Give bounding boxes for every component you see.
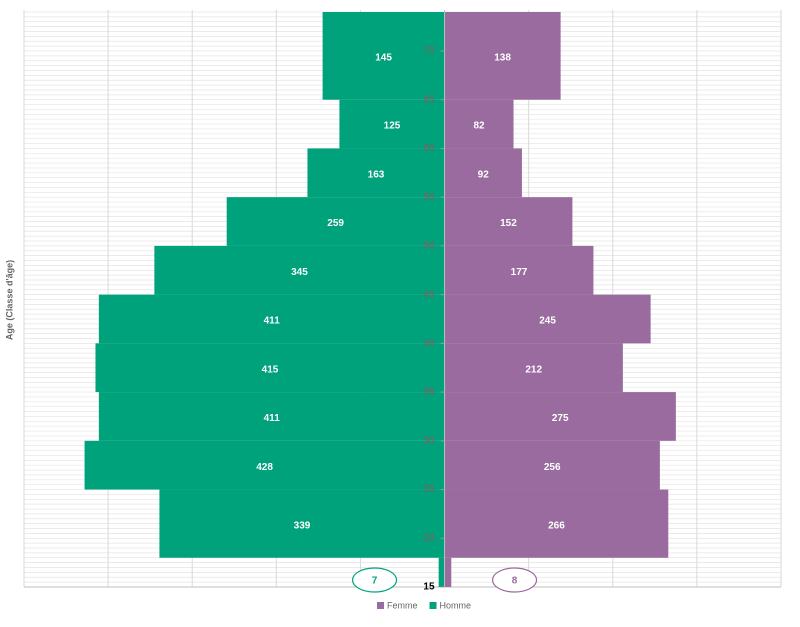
bar	[322, 12, 445, 100]
bar	[444, 245, 594, 295]
bar	[444, 343, 623, 393]
legend-swatch	[429, 602, 437, 609]
value-label: 411	[264, 316, 281, 327]
value-label: 145	[375, 52, 392, 63]
value-label: 92	[478, 169, 490, 180]
value-label: 138	[494, 52, 511, 63]
bar	[444, 294, 651, 344]
legend-swatch	[377, 602, 384, 609]
y-tick-label: 30	[423, 435, 435, 446]
value-label: 212	[525, 364, 542, 375]
bar	[444, 392, 676, 441]
value-label: 256	[544, 462, 561, 473]
value-label: 411	[264, 413, 281, 424]
bar	[444, 12, 561, 100]
bar	[84, 440, 445, 490]
y-tick-label: 35	[423, 387, 435, 398]
value-label: 275	[552, 413, 569, 424]
y-tick-label: 60	[423, 143, 435, 154]
value-label: 339	[294, 520, 311, 531]
value-label: 428	[256, 462, 273, 473]
bar	[154, 245, 445, 295]
bar	[226, 197, 445, 246]
y-tick-label: 70	[423, 46, 435, 57]
bar	[438, 557, 445, 587]
bar	[444, 489, 669, 558]
legend-label: Femme	[387, 600, 418, 610]
y-tick-label: 25	[423, 484, 435, 495]
bar	[444, 440, 660, 490]
bar	[307, 148, 445, 198]
bar	[444, 99, 514, 149]
value-label: 8	[512, 576, 518, 587]
bar	[159, 489, 445, 558]
value-badge	[351, 567, 398, 593]
y-tick-label: 45	[423, 289, 435, 300]
value-label: 125	[384, 121, 401, 132]
value-label: 82	[473, 121, 485, 132]
y-tick-label: 55	[423, 192, 435, 203]
value-label: 266	[548, 520, 565, 531]
value-label: 245	[539, 316, 556, 327]
y-axis-label: Age (Classe d'âge)	[4, 260, 14, 340]
bar	[98, 294, 445, 344]
bar	[444, 148, 522, 198]
y-tick-label: 65	[423, 94, 435, 105]
value-label: 7	[372, 576, 378, 587]
y-tick-label: 20	[423, 533, 435, 544]
legend-label: Homme	[440, 600, 472, 610]
value-badge	[491, 567, 538, 593]
value-label: 259	[327, 218, 344, 229]
value-label: 345	[291, 267, 308, 278]
y-tick-label: 15	[423, 582, 435, 593]
value-label: 152	[500, 218, 517, 229]
bar	[98, 392, 445, 441]
bar	[95, 343, 445, 393]
bar	[339, 99, 445, 149]
value-label: 415	[262, 364, 279, 375]
bar	[444, 197, 573, 246]
y-tick-label: 50	[423, 241, 435, 252]
y-tick-label: 40	[423, 338, 435, 349]
value-label: 163	[368, 169, 385, 180]
bar	[444, 557, 452, 587]
value-label: 177	[511, 267, 528, 278]
